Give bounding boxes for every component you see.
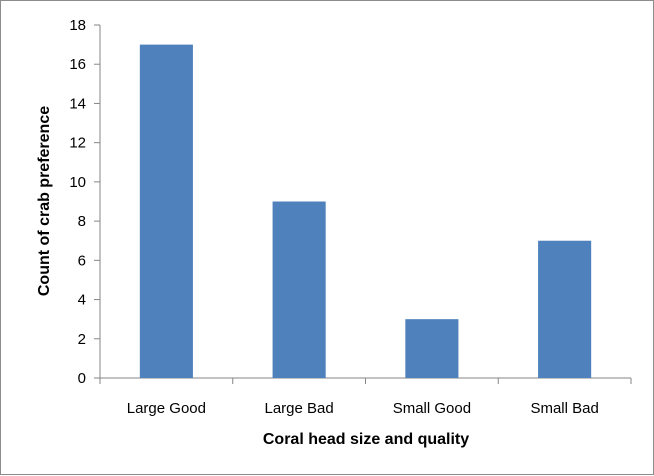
y-tick-label: 0 [78, 370, 86, 387]
plot-area: 0 2 4 6 8 10 12 14 16 18 Large Good Large Bad Small … [69, 17, 632, 417]
y-tick-label: 2 [78, 331, 86, 348]
bar [405, 319, 459, 378]
y-tick-label: 10 [69, 174, 86, 191]
x-axis-title: Coral head size and quality [263, 431, 469, 448]
y-tick-label: 12 [69, 135, 86, 152]
y-tick-label: 14 [69, 95, 86, 112]
bar [139, 44, 193, 378]
y-tick-label: 8 [78, 213, 86, 230]
y-tick-label: 4 [78, 292, 86, 309]
y-tick-label: 6 [78, 252, 86, 269]
x-tick-label: Large Bad [265, 400, 334, 417]
x-tick-label: Small Bad [530, 400, 598, 417]
x-tick-label: Large Good [127, 400, 206, 417]
bar [272, 201, 326, 378]
y-tick-label: 16 [69, 56, 86, 73]
y-axis-title: Count of crab preference [36, 106, 53, 296]
bar [538, 240, 592, 378]
y-tick-label: 18 [69, 17, 86, 34]
x-tick-label: Small Good [393, 400, 471, 417]
